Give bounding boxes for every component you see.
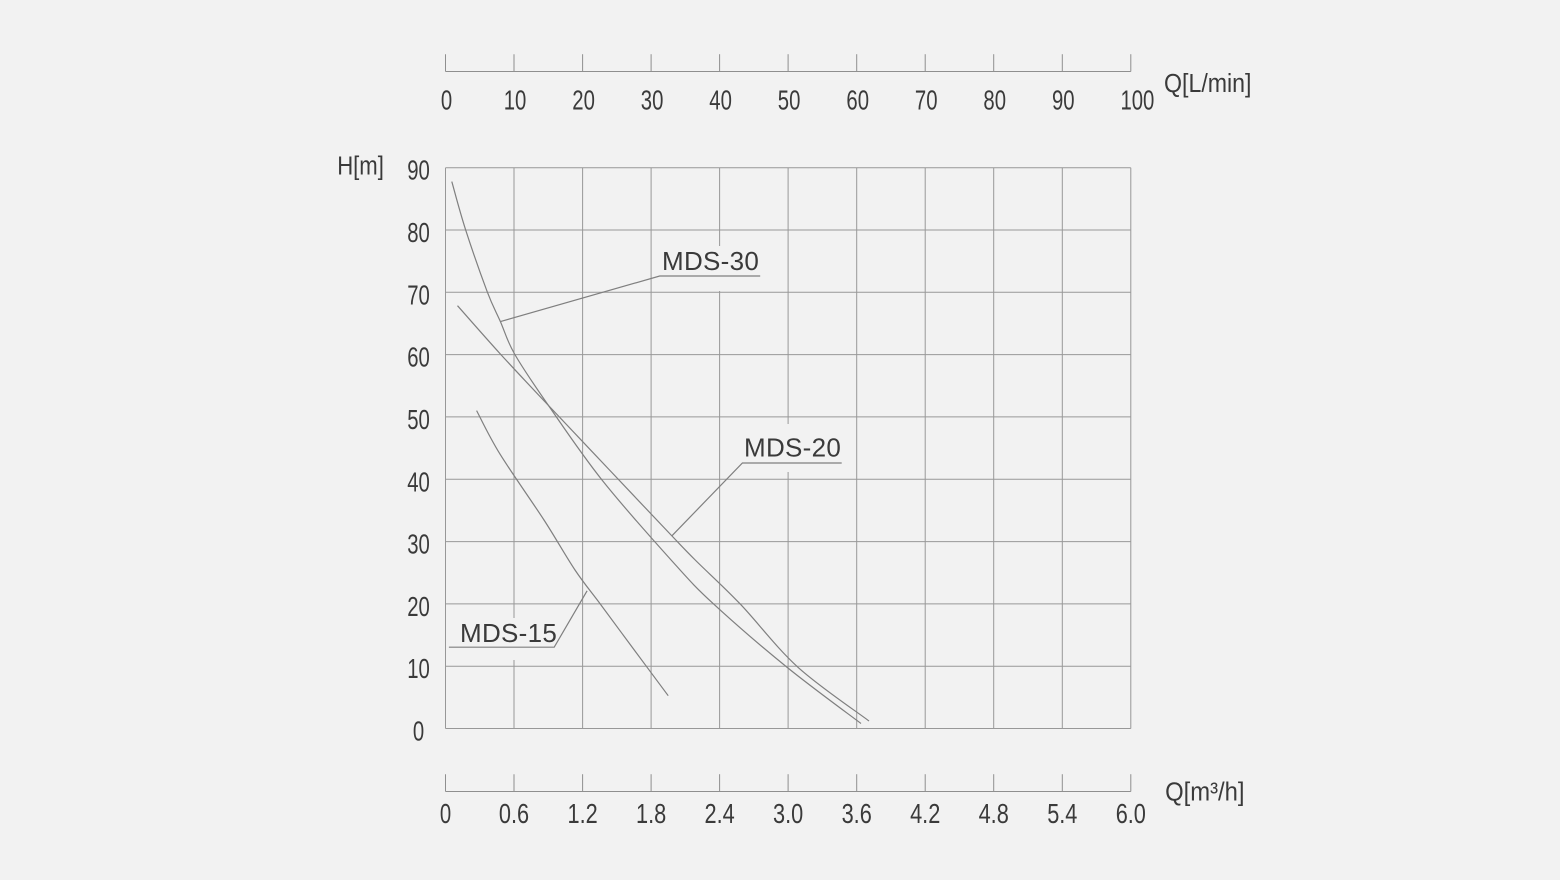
svg-text:4.8: 4.8	[979, 798, 1009, 829]
svg-text:10: 10	[407, 653, 430, 684]
svg-text:60: 60	[407, 342, 430, 373]
svg-text:4.2: 4.2	[910, 798, 940, 829]
svg-text:H[m]: H[m]	[337, 153, 384, 181]
svg-text:5.4: 5.4	[1047, 798, 1077, 829]
svg-text:90: 90	[407, 155, 430, 186]
svg-text:50: 50	[778, 85, 801, 116]
svg-text:2.4: 2.4	[705, 798, 735, 829]
svg-text:20: 20	[407, 591, 430, 622]
svg-text:6.0: 6.0	[1116, 798, 1146, 829]
svg-text:3.6: 3.6	[842, 798, 872, 829]
svg-text:70: 70	[407, 279, 430, 310]
svg-text:0: 0	[440, 798, 451, 829]
svg-text:0.6: 0.6	[499, 798, 529, 829]
svg-text:70: 70	[915, 85, 938, 116]
svg-text:1.8: 1.8	[636, 798, 666, 829]
svg-text:3.0: 3.0	[773, 798, 803, 829]
svg-text:20: 20	[572, 85, 595, 116]
svg-text:0: 0	[413, 716, 424, 747]
svg-text:1.2: 1.2	[568, 798, 598, 829]
svg-text:10: 10	[504, 85, 527, 116]
svg-text:80: 80	[983, 85, 1006, 116]
svg-text:80: 80	[407, 217, 430, 248]
svg-text:50: 50	[407, 404, 430, 435]
svg-text:30: 30	[407, 529, 430, 560]
svg-text:Q[m³/h]: Q[m³/h]	[1165, 779, 1244, 807]
svg-text:40: 40	[407, 466, 430, 497]
svg-text:30: 30	[641, 85, 664, 116]
svg-text:60: 60	[846, 85, 869, 116]
svg-text:MDS-15: MDS-15	[460, 618, 557, 648]
svg-text:40: 40	[709, 85, 732, 116]
svg-text:100: 100	[1120, 85, 1154, 116]
svg-text:90: 90	[1052, 85, 1075, 116]
svg-text:0: 0	[441, 85, 452, 116]
svg-text:MDS-30: MDS-30	[662, 246, 759, 276]
svg-text:MDS-20: MDS-20	[744, 432, 841, 462]
svg-text:Q[L/min]: Q[L/min]	[1164, 70, 1252, 98]
